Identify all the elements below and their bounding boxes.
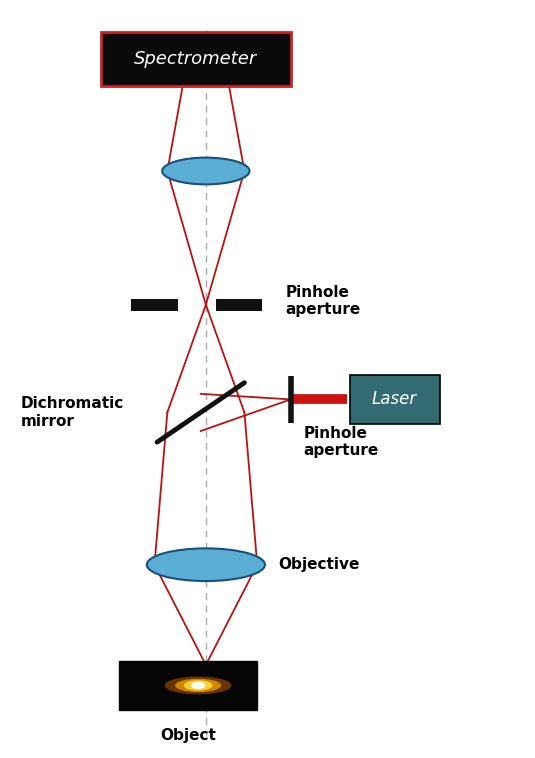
Text: Object: Object (160, 728, 216, 743)
Ellipse shape (147, 548, 265, 581)
Ellipse shape (191, 681, 205, 689)
Ellipse shape (162, 158, 249, 184)
Text: Spectrometer: Spectrometer (134, 50, 257, 67)
Text: Pinhole
aperture: Pinhole aperture (286, 285, 361, 317)
Text: Pinhole
aperture: Pinhole aperture (303, 426, 379, 459)
Bar (132, 299, 178, 311)
Ellipse shape (165, 676, 232, 694)
Ellipse shape (184, 680, 212, 691)
Text: Dichromatic
mirror: Dichromatic mirror (21, 396, 124, 428)
Bar (216, 299, 262, 311)
Bar (350, 375, 440, 424)
Bar (101, 32, 291, 86)
Text: Objective: Objective (278, 557, 359, 572)
Text: Laser: Laser (372, 390, 417, 409)
Bar (119, 661, 257, 709)
Ellipse shape (175, 678, 221, 692)
